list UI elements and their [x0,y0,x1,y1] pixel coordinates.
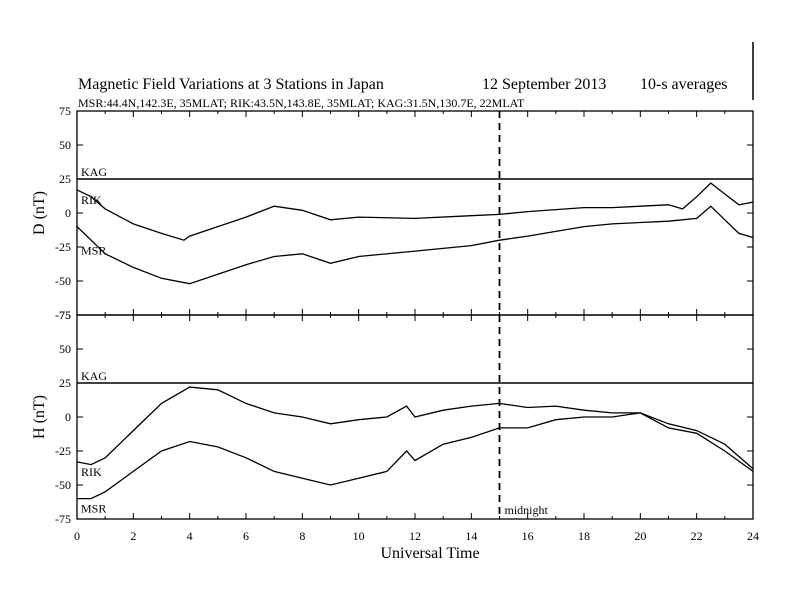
y-tick-label: 75 [59,308,71,322]
x-tick-label: 16 [522,529,534,543]
x-axis: 0 2 4 6 8 10 12 14 16 18 20 22 24 [74,529,759,543]
chart-title: Magnetic Field Variations at 3 Stations … [78,76,384,93]
d-panel: 75 50 25 0 -25 -50 -75 D (nT) KAG RIK MSR [31,104,754,322]
x-tick-label: 10 [353,529,365,543]
x-tick-label: 0 [74,529,80,543]
x-tick-label: 8 [299,529,305,543]
y-tick-label: 0 [65,206,71,220]
series-label-kag: KAG [81,369,107,383]
x-tick-label: 14 [465,529,477,543]
series-label-rik: RIK [81,193,102,207]
y-tick-label: 50 [59,342,71,356]
y-tick-label: -25 [55,240,71,254]
x-tick-label: 18 [578,529,590,543]
series-line-msr [76,205,754,285]
y-tick-label: 25 [59,376,71,390]
y-tick-label: 50 [59,138,71,152]
series-line-msr [77,412,754,500]
y-tick-label: -50 [55,478,71,492]
chart-date: 12 September 2013 [482,76,606,93]
chart-averaging: 10-s averages [640,76,728,93]
y-tick-label: 75 [59,104,71,118]
y-tick-label: -50 [55,274,71,288]
stations-line: MSR:44.4N,142.3E, 35MLAT; RIK:43.5N,143.… [78,96,525,110]
series-label-msr: MSR [81,244,106,258]
x-tick-label: 12 [409,529,421,543]
series-label-msr: MSR [81,502,106,516]
x-tick-label: 20 [634,529,646,543]
series-line-rik [76,182,754,241]
y-axis-label: H (nT) [31,395,48,439]
y-tick-label: -25 [55,444,71,458]
x-tick-label: 6 [243,529,249,543]
x-tick-label: 24 [747,529,759,543]
y-tick-label: 25 [59,172,71,186]
x-tick-label: 2 [130,529,136,543]
midnight-label: midnight [505,503,549,517]
x-axis-label: Universal Time [380,545,479,562]
y-tick-label: -75 [55,308,71,322]
series-line-rik [76,386,754,470]
panels-group: 75 50 25 0 -25 -50 -75 D (nT) KAG RIK MSR 75 50 25 0 -2… [31,104,754,526]
series-label-kag: KAG [81,165,107,179]
x-tick-label: 22 [691,529,703,543]
x-tick-label: 4 [187,529,193,543]
series-label-rik: RIK [81,465,102,479]
y-tick-label: -75 [55,512,71,526]
y-axis-label: D (nT) [31,191,48,235]
y-tick-label: 0 [65,410,71,424]
h-panel: 75 50 25 0 -25 -50 -75 H (nT) KAG RIK MSR midnight [31,308,754,526]
panel-frame [76,110,754,316]
